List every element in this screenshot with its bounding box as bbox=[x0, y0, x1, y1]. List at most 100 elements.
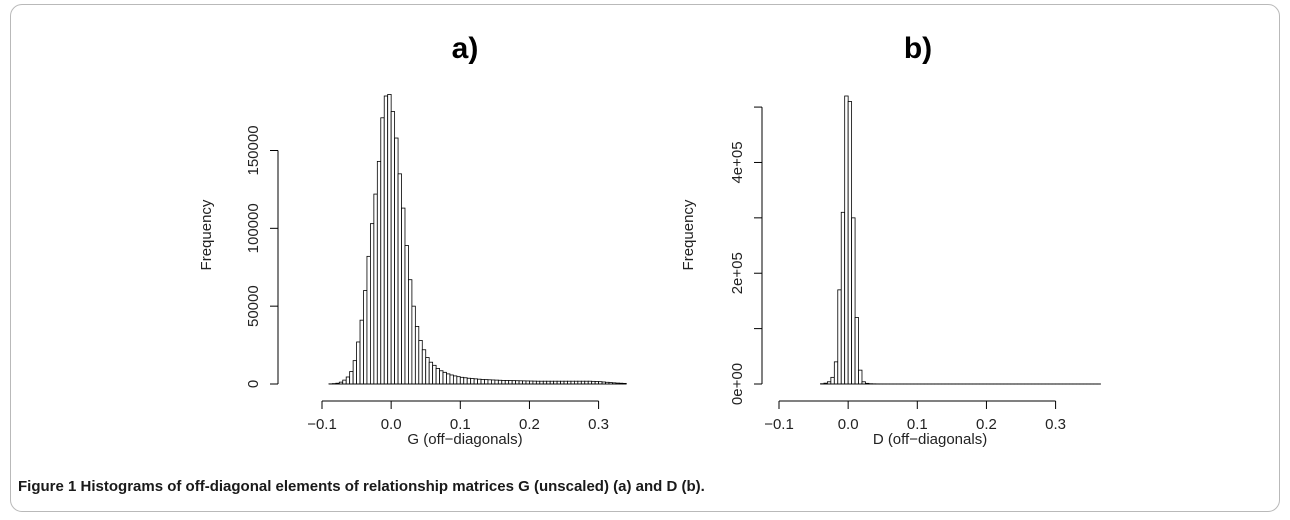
histogram-bar bbox=[847, 101, 853, 385]
histogram-bar bbox=[421, 349, 427, 385]
y-tick-label: 0e+00 bbox=[729, 363, 746, 405]
histogram-bar bbox=[342, 379, 347, 385]
x-tick-label: 0.0 bbox=[381, 416, 402, 433]
histogram-bar bbox=[833, 361, 839, 385]
histogram-bar bbox=[560, 380, 565, 385]
histogram-bar bbox=[345, 376, 351, 385]
histogram-bar bbox=[844, 95, 849, 385]
histogram-bar bbox=[477, 378, 482, 385]
histogram-bar bbox=[837, 289, 842, 385]
figure-frame bbox=[10, 4, 1280, 512]
histogram-bar bbox=[359, 319, 364, 385]
x-tick-label: −0.1 bbox=[764, 416, 794, 433]
histogram-bar bbox=[411, 305, 416, 385]
histogram-bar bbox=[473, 378, 478, 385]
histogram-bar bbox=[584, 380, 589, 385]
histogram-bar bbox=[563, 380, 568, 385]
histogram-bar bbox=[577, 380, 582, 385]
histogram-bar bbox=[397, 173, 402, 385]
y-tick-label: 50000 bbox=[245, 285, 262, 327]
x-tick-label: 0.3 bbox=[1045, 416, 1066, 433]
histogram-bar bbox=[587, 380, 593, 385]
panel-b-xlabel: D (off−diagonals) bbox=[873, 431, 987, 448]
histogram-bar bbox=[349, 371, 354, 385]
y-tick-label: 100000 bbox=[245, 203, 262, 253]
histogram-bar bbox=[851, 217, 856, 385]
panel-b-plot: −0.1 0.0 0.1 0.2 0.3 0e+00 2e+05 4e+05 bbox=[729, 95, 1101, 433]
x-tick-label: 0.3 bbox=[588, 416, 609, 433]
y-tick-label: 0 bbox=[245, 380, 262, 388]
x-tick-label: 0.2 bbox=[976, 416, 997, 433]
histogram-bar bbox=[511, 380, 517, 385]
panel-a-ylabel: Frequency bbox=[198, 199, 215, 270]
panel-a-xlabel: G (off−diagonals) bbox=[407, 431, 522, 448]
histogram-bar bbox=[525, 380, 530, 385]
y-tick-label: 4e+05 bbox=[729, 141, 746, 183]
histogram-bar bbox=[539, 380, 544, 385]
histogram-bar bbox=[428, 361, 434, 385]
histogram-bar bbox=[446, 373, 451, 385]
histogram-bar bbox=[456, 376, 461, 385]
histogram-bar bbox=[401, 207, 406, 385]
histogram-bar bbox=[369, 223, 375, 385]
caption-text: Histograms of off-diagonal elements of r… bbox=[80, 478, 705, 495]
histogram-bar bbox=[380, 117, 385, 385]
histogram-bar bbox=[408, 279, 413, 385]
histogram-bar bbox=[522, 380, 527, 385]
panel-a-plot: −0.1 0.0 0.1 0.2 0.3 0 50000 100000 150000 bbox=[245, 94, 627, 433]
histogram-bar bbox=[394, 137, 399, 385]
histogram-bar bbox=[491, 379, 496, 385]
histogram-bar bbox=[501, 380, 506, 385]
histogram-bar bbox=[439, 370, 444, 385]
histogram-bar bbox=[518, 380, 523, 385]
histogram-bar bbox=[546, 380, 551, 385]
histogram-bar bbox=[366, 255, 371, 385]
y-tick-label: 2e+05 bbox=[729, 252, 746, 294]
histogram-bar bbox=[418, 340, 423, 385]
histogram-bar bbox=[452, 375, 458, 385]
histogram-bar bbox=[432, 364, 437, 385]
histogram-bar bbox=[573, 380, 579, 385]
histogram-bar bbox=[459, 376, 465, 385]
histogram-bar bbox=[494, 379, 499, 385]
histogram-bar bbox=[390, 111, 396, 385]
histogram-bar bbox=[535, 380, 541, 385]
y-tick-label: 150000 bbox=[245, 125, 262, 175]
histogram-bar bbox=[425, 357, 430, 385]
histogram-bar bbox=[404, 245, 409, 385]
histogram-bar bbox=[480, 379, 485, 385]
histogram-bar bbox=[532, 380, 537, 385]
x-tick-label: 0.1 bbox=[907, 416, 928, 433]
histogram-bar bbox=[529, 380, 534, 385]
histogram-bar bbox=[508, 380, 513, 385]
histogram-bar bbox=[463, 377, 468, 385]
histogram-bar bbox=[356, 341, 361, 385]
x-tick-label: 0.2 bbox=[519, 416, 540, 433]
histogram-bar bbox=[497, 379, 503, 385]
histogram-bar bbox=[387, 94, 392, 385]
histogram-bar bbox=[435, 368, 440, 385]
histogram-bar bbox=[553, 380, 558, 385]
histogram-bar bbox=[466, 377, 472, 385]
x-tick-label: 0.1 bbox=[450, 416, 471, 433]
histogram-bar bbox=[442, 371, 447, 385]
figure-caption: Figure 1 Histograms of off-diagonal elem… bbox=[18, 478, 1268, 495]
histogram-bar bbox=[352, 360, 357, 385]
histogram-bar bbox=[487, 379, 492, 385]
histogram-bar bbox=[504, 380, 510, 385]
histogram-bar bbox=[376, 160, 382, 385]
histogram-bar bbox=[858, 369, 863, 385]
histogram-bar bbox=[383, 95, 389, 385]
histogram-bar bbox=[556, 380, 561, 385]
histogram-bar bbox=[840, 211, 846, 385]
panel-b-ylabel: Frequency bbox=[680, 199, 697, 270]
histogram-bar bbox=[470, 378, 475, 385]
histogram-bar bbox=[449, 374, 454, 385]
histogram-bar bbox=[484, 379, 489, 385]
histogram-bar bbox=[414, 325, 420, 385]
histogram-bar bbox=[580, 380, 586, 385]
x-tick-label: −0.1 bbox=[307, 416, 337, 433]
panel-a-title: a) bbox=[452, 32, 479, 65]
histogram-bar bbox=[854, 317, 859, 385]
